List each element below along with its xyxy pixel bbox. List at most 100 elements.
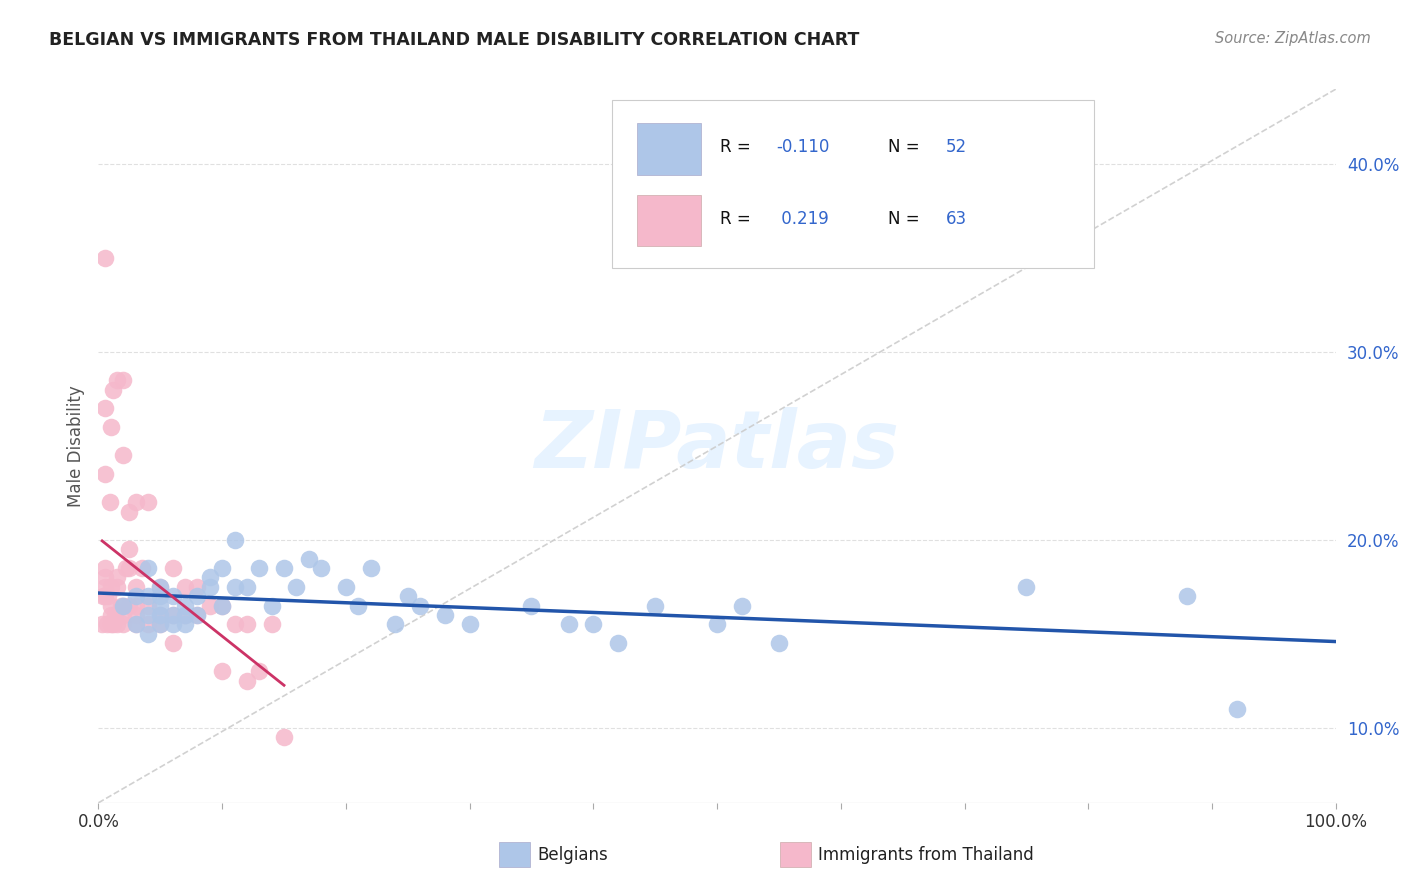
Point <box>1226 702 1249 716</box>
Text: 52: 52 <box>946 138 967 156</box>
Point <box>131 561 153 575</box>
Point <box>105 570 128 584</box>
Point <box>162 607 184 622</box>
Point <box>198 580 221 594</box>
Point <box>335 580 357 594</box>
Point <box>236 580 259 594</box>
Text: R =: R = <box>720 211 755 228</box>
Point <box>396 589 419 603</box>
Point <box>136 617 159 632</box>
FancyBboxPatch shape <box>612 100 1094 268</box>
Point <box>273 561 295 575</box>
Point <box>211 561 233 575</box>
Point <box>93 589 115 603</box>
Point <box>112 449 135 463</box>
Point <box>273 730 295 744</box>
Point <box>224 617 246 632</box>
Point <box>93 401 115 416</box>
Point <box>97 589 120 603</box>
Point <box>124 580 146 594</box>
Point <box>198 599 221 613</box>
Point <box>124 589 146 603</box>
Point <box>91 617 114 632</box>
Text: N =: N = <box>887 138 925 156</box>
Point <box>360 561 382 575</box>
Point <box>112 617 135 632</box>
Point <box>100 617 122 632</box>
Point <box>149 617 172 632</box>
Point <box>731 599 754 613</box>
Point <box>124 599 146 613</box>
Point <box>103 617 125 632</box>
Point <box>162 607 184 622</box>
Point <box>520 599 543 613</box>
Point <box>112 607 135 622</box>
Point <box>211 599 233 613</box>
Point <box>582 617 605 632</box>
Point <box>112 373 135 387</box>
Point <box>186 589 208 603</box>
Text: -0.110: -0.110 <box>776 138 830 156</box>
Point <box>124 617 146 632</box>
Point <box>409 599 432 613</box>
Point <box>149 580 172 594</box>
Point <box>110 599 132 613</box>
Point <box>118 505 141 519</box>
Point <box>136 599 159 613</box>
Point <box>186 607 208 622</box>
Text: Immigrants from Thailand: Immigrants from Thailand <box>818 846 1033 863</box>
Point <box>100 599 122 613</box>
Point <box>174 580 197 594</box>
Point <box>198 570 221 584</box>
Point <box>136 561 159 575</box>
Point <box>93 561 115 575</box>
Point <box>174 607 197 622</box>
Point <box>93 570 115 584</box>
Point <box>136 627 159 641</box>
Point <box>285 580 308 594</box>
Point <box>607 636 630 650</box>
Text: ZIPatlas: ZIPatlas <box>534 407 900 485</box>
Point <box>644 599 666 613</box>
Point <box>211 665 233 679</box>
Point <box>114 561 136 575</box>
Point <box>136 589 159 603</box>
Point <box>105 617 128 632</box>
Point <box>162 636 184 650</box>
Point <box>100 420 122 434</box>
Point <box>118 542 141 557</box>
Point <box>768 636 790 650</box>
Point <box>298 551 321 566</box>
Point <box>93 251 115 265</box>
Point <box>112 599 135 613</box>
Point <box>247 665 270 679</box>
Point <box>162 561 184 575</box>
Point <box>433 607 456 622</box>
Bar <box>637 123 702 175</box>
Point <box>93 589 115 603</box>
Text: N =: N = <box>887 211 925 228</box>
Point <box>124 495 146 509</box>
Point <box>149 607 172 622</box>
Text: BELGIAN VS IMMIGRANTS FROM THAILAND MALE DISABILITY CORRELATION CHART: BELGIAN VS IMMIGRANTS FROM THAILAND MALE… <box>49 31 859 49</box>
Point <box>309 561 332 575</box>
Point <box>174 599 197 613</box>
Point <box>186 580 208 594</box>
Point <box>557 617 579 632</box>
Point <box>149 589 172 603</box>
Text: Source: ZipAtlas.com: Source: ZipAtlas.com <box>1215 31 1371 46</box>
Point <box>384 617 406 632</box>
Point <box>174 617 197 632</box>
Point <box>247 561 270 575</box>
Point <box>136 607 159 622</box>
Text: 0.219: 0.219 <box>776 211 830 228</box>
Point <box>93 467 115 482</box>
Point <box>124 617 146 632</box>
Point <box>162 617 184 632</box>
Bar <box>637 194 702 246</box>
Point <box>149 580 172 594</box>
Point <box>149 599 172 613</box>
Point <box>1015 580 1038 594</box>
Point <box>236 673 259 688</box>
Point <box>118 599 141 613</box>
